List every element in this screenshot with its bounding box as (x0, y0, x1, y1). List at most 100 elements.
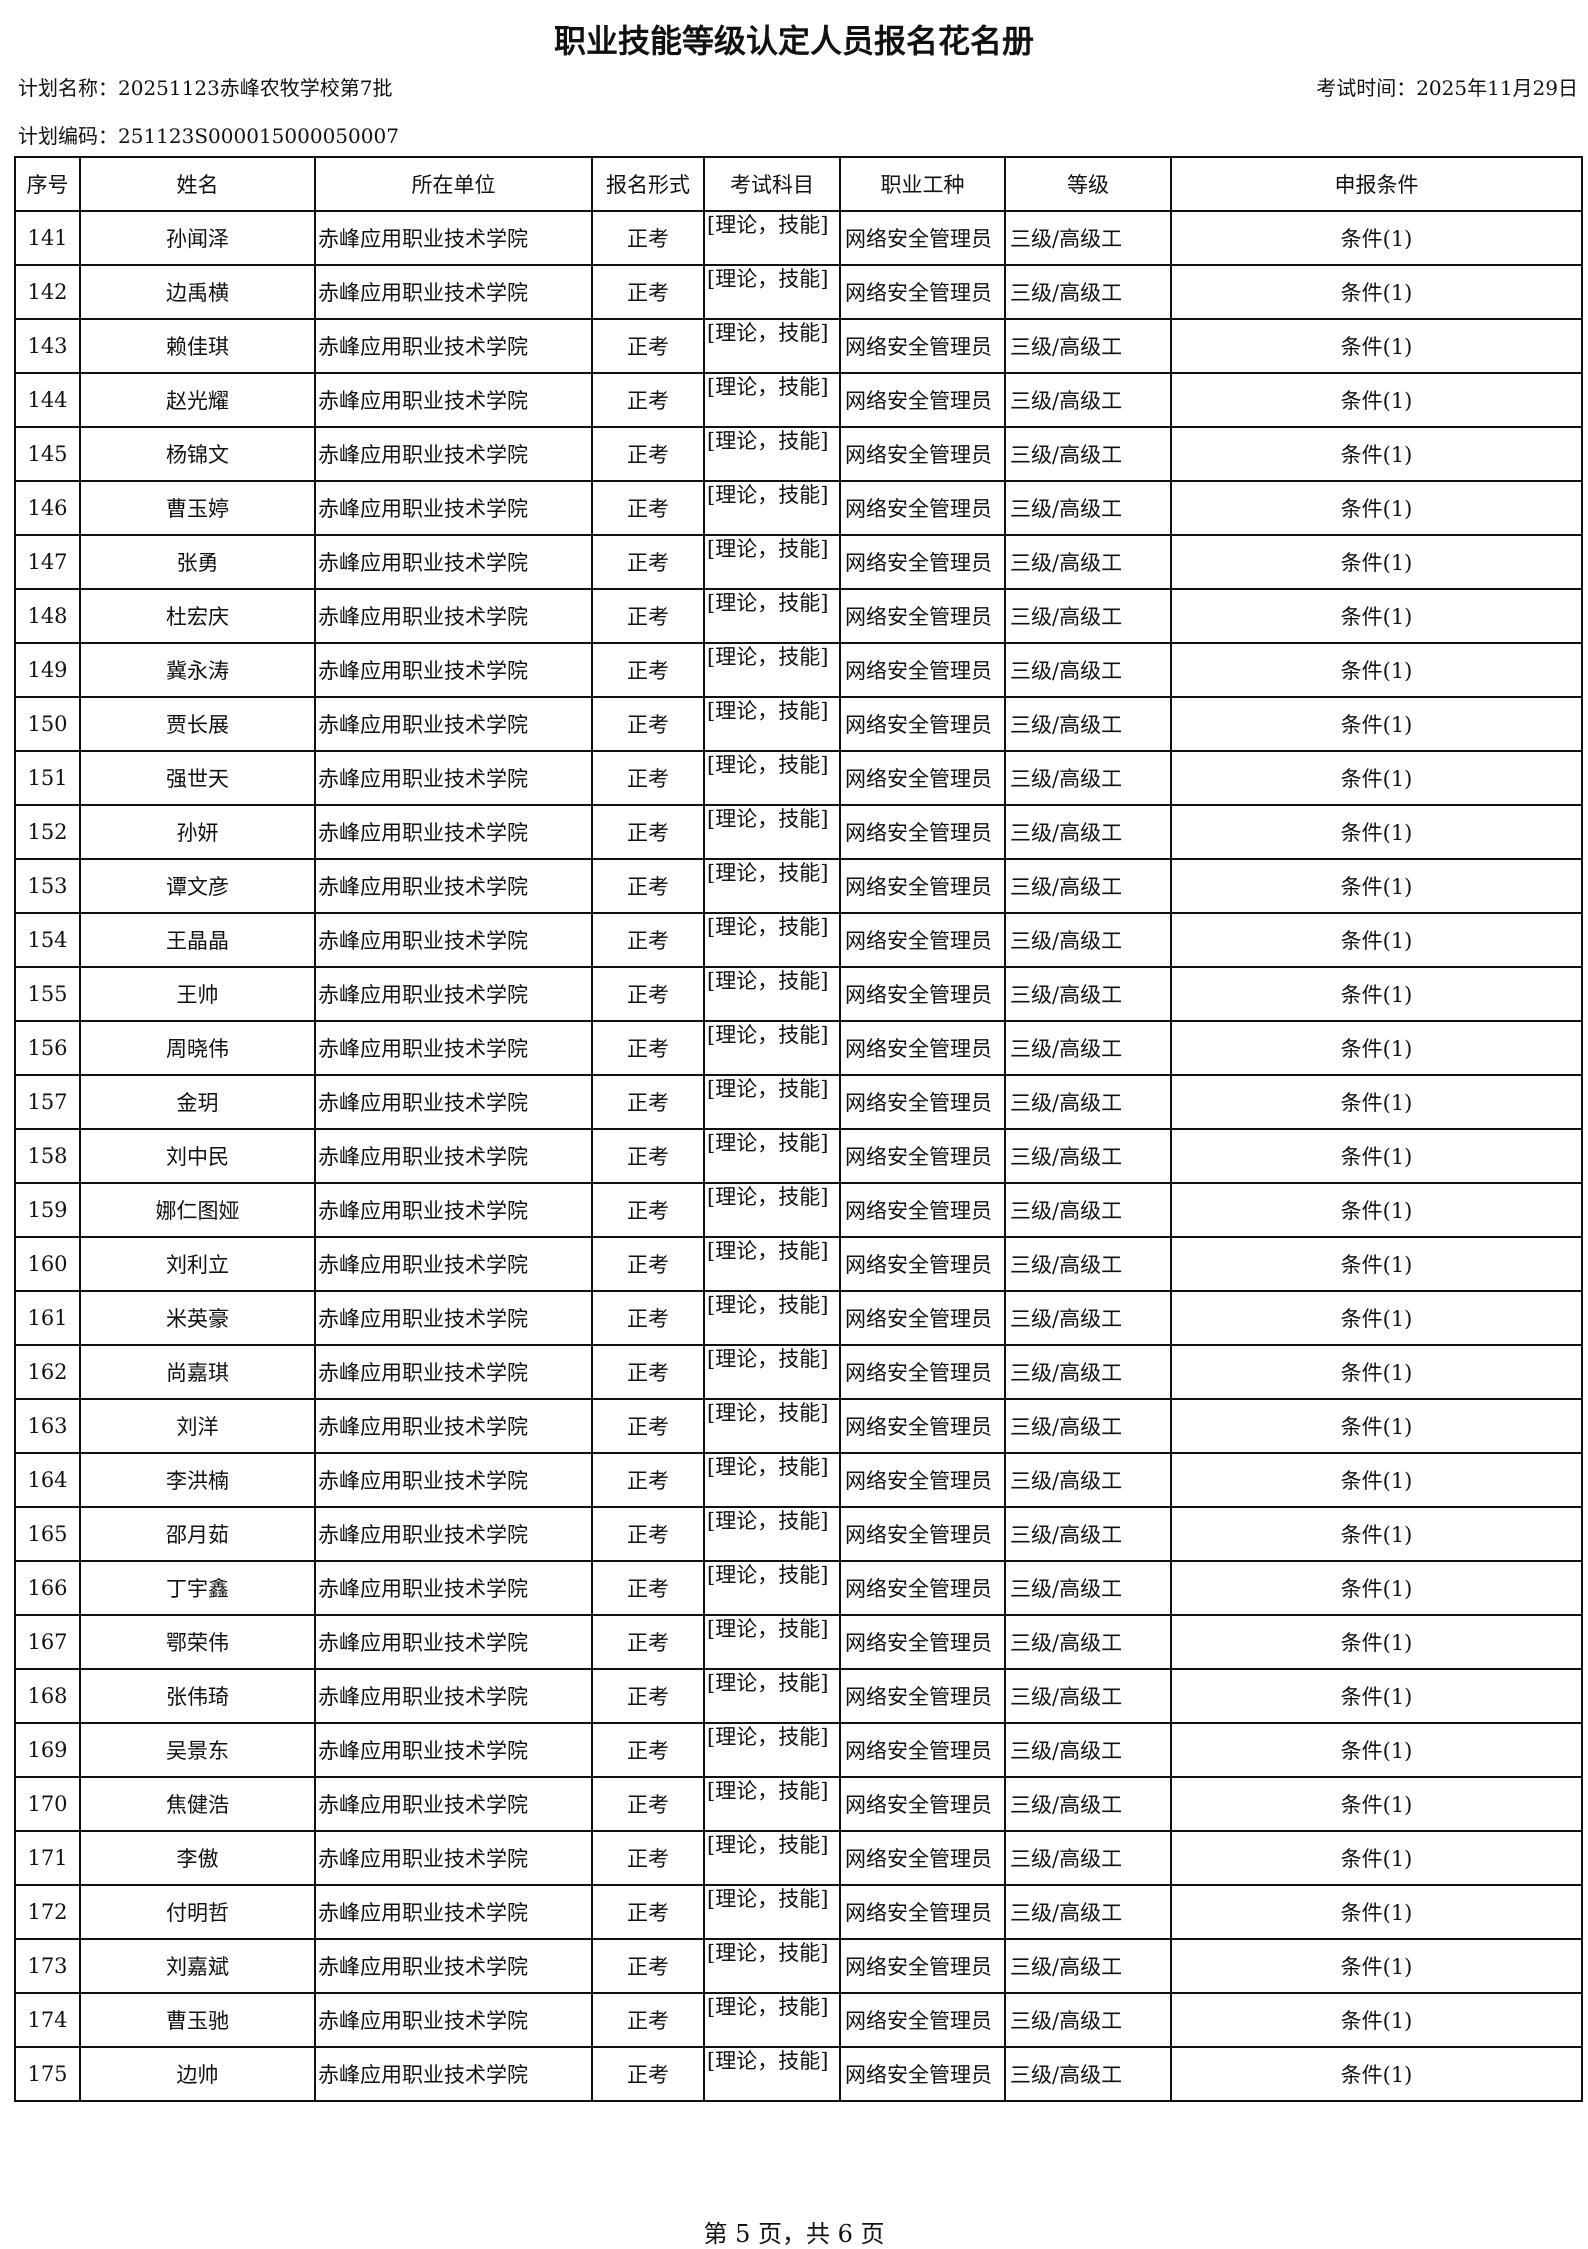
table-cell: 条件(1) (1170, 1722, 1583, 1778)
table-cell: 赤峰应用职业技术学院 (314, 210, 593, 266)
table-cell: 条件(1) (1170, 1074, 1583, 1130)
table-cell: 赤峰应用职业技术学院 (314, 1776, 593, 1832)
table-cell: 网络安全管理员 (839, 1884, 1006, 1940)
table-cell: 正考 (591, 750, 705, 806)
table-cell: 正考 (591, 858, 705, 914)
cell-text: [理论，技能] (707, 969, 829, 993)
table-row: 166 丁宇鑫 赤峰应用职业技术学院 正考 [理论，技能] 网络安全管理员 三级/高级工 条件… (14, 1560, 1583, 1616)
table-cell: 正考 (591, 1398, 705, 1454)
table-cell: 167 (14, 1614, 81, 1670)
table-cell: 赤峰应用职业技术学院 (314, 750, 593, 806)
table-cell: 154 (14, 912, 81, 968)
table-cell: 171 (14, 1830, 81, 1886)
table-cell: 条件(1) (1170, 1992, 1583, 2048)
cell-text: [理论，技能] (707, 1347, 829, 1371)
table-cell: 网络安全管理员 (839, 588, 1006, 644)
table-cell: 贾长展 (79, 696, 316, 752)
table-cell: 赤峰应用职业技术学院 (314, 1884, 593, 1940)
table-cell: 赤峰应用职业技术学院 (314, 1182, 593, 1238)
table-cell: 正考 (591, 480, 705, 536)
table-cell: 赤峰应用职业技术学院 (314, 1020, 593, 1076)
cell-text: [理论，技能] (707, 1239, 829, 1263)
table-cell: 赤峰应用职业技术学院 (314, 858, 593, 914)
table-cell: 赤峰应用职业技术学院 (314, 912, 593, 968)
header-row: 序号 姓名 所在单位 报名形式 考试科目 职业工种 等级 申报条件 (14, 156, 1583, 212)
table-cell: [理论，技能] (703, 1992, 841, 2048)
table-cell: 151 (14, 750, 81, 806)
table-cell: 正考 (591, 1776, 705, 1832)
cell-text: [理论，技能] (707, 1563, 829, 1587)
table-cell: 强世天 (79, 750, 316, 806)
table-cell: 143 (14, 318, 81, 374)
table-cell: [理论，技能] (703, 1938, 841, 1994)
table-cell: 条件(1) (1170, 1830, 1583, 1886)
cell-text: [理论，技能] (707, 1077, 829, 1101)
table-cell: 张伟琦 (79, 1668, 316, 1724)
table-cell: 李傲 (79, 1830, 316, 1886)
table-cell: 173 (14, 1938, 81, 1994)
table-row: 153 谭文彦 赤峰应用职业技术学院 正考 [理论，技能] 网络安全管理员 三级/高级工 条件… (14, 858, 1583, 914)
table-cell: 网络安全管理员 (839, 1992, 1006, 2048)
table-cell: 三级/高级工 (1004, 2046, 1172, 2102)
table-cell: [理论，技能] (703, 1398, 841, 1454)
table-cell: 娜仁图娅 (79, 1182, 316, 1238)
table-row: 151 强世天 赤峰应用职业技术学院 正考 [理论，技能] 网络安全管理员 三级/高级工 条件… (14, 750, 1583, 806)
table-cell: 166 (14, 1560, 81, 1616)
cell-text: [理论，技能] (707, 753, 829, 777)
table-row: 152 孙妍 赤峰应用职业技术学院 正考 [理论，技能] 网络安全管理员 三级/高级工 条件(… (14, 804, 1583, 860)
table-cell: 正考 (591, 588, 705, 644)
table-cell: [理论，技能] (703, 1074, 841, 1130)
table-cell: 网络安全管理员 (839, 804, 1006, 860)
table-cell: [理论，技能] (703, 480, 841, 536)
table-row: 142 边禹横 赤峰应用职业技术学院 正考 [理论，技能] 网络安全管理员 三级/高级工 条件… (14, 264, 1583, 320)
table-cell: 刘中民 (79, 1128, 316, 1184)
cell-text: [理论，技能] (707, 1023, 829, 1047)
table-cell: 赤峰应用职业技术学院 (314, 1398, 593, 1454)
table-row: 160 刘利立 赤峰应用职业技术学院 正考 [理论，技能] 网络安全管理员 三级/高级工 条件… (14, 1236, 1583, 1292)
table-cell: [理论，技能] (703, 372, 841, 428)
table-cell: 164 (14, 1452, 81, 1508)
table-cell: 网络安全管理员 (839, 966, 1006, 1022)
table-cell: 三级/高级工 (1004, 1830, 1172, 1886)
table-row: 143 赖佳琪 赤峰应用职业技术学院 正考 [理论，技能] 网络安全管理员 三级/高级工 条件… (14, 318, 1583, 374)
table-cell: 网络安全管理员 (839, 1128, 1006, 1184)
table-cell: 孙妍 (79, 804, 316, 860)
table-cell: 条件(1) (1170, 1560, 1583, 1616)
table-cell: 三级/高级工 (1004, 1560, 1172, 1616)
table-cell: 正考 (591, 642, 705, 698)
table-cell: 三级/高级工 (1004, 1236, 1172, 1292)
table-cell: 网络安全管理员 (839, 534, 1006, 590)
table-cell: 三级/高级工 (1004, 372, 1172, 428)
cell-text: [理论，技能] (707, 1995, 829, 2019)
table-cell: 网络安全管理员 (839, 1290, 1006, 1346)
table-cell: 146 (14, 480, 81, 536)
table-cell: [理论，技能] (703, 1182, 841, 1238)
cell-text: [理论，技能] (707, 591, 829, 615)
cell-text: [理论，技能] (707, 1401, 829, 1425)
table-cell: 条件(1) (1170, 210, 1583, 266)
table-cell: 三级/高级工 (1004, 804, 1172, 860)
table-cell: 王帅 (79, 966, 316, 1022)
table-cell: 曹玉驰 (79, 1992, 316, 2048)
table-cell: 赤峰应用职业技术学院 (314, 534, 593, 590)
table-cell: 169 (14, 1722, 81, 1778)
column-header: 报名形式 (591, 156, 705, 212)
table-cell: 条件(1) (1170, 264, 1583, 320)
table-cell: [理论，技能] (703, 1344, 841, 1400)
table-row: 163 刘洋 赤峰应用职业技术学院 正考 [理论，技能] 网络安全管理员 三级/高级工 条件(… (14, 1398, 1583, 1454)
table-cell: 杨锦文 (79, 426, 316, 482)
table-cell: 网络安全管理员 (839, 264, 1006, 320)
table-cell: 网络安全管理员 (839, 1236, 1006, 1292)
table-cell: 网络安全管理员 (839, 1830, 1006, 1886)
table-cell: 155 (14, 966, 81, 1022)
table-cell: 正考 (591, 264, 705, 320)
table-cell: 赤峰应用职业技术学院 (314, 1722, 593, 1778)
table-cell: [理论，技能] (703, 1506, 841, 1562)
table-cell: 三级/高级工 (1004, 1074, 1172, 1130)
table-row: 165 邵月茹 赤峰应用职业技术学院 正考 [理论，技能] 网络安全管理员 三级/高级工 条件… (14, 1506, 1583, 1562)
table-cell: 161 (14, 1290, 81, 1346)
table-cell: 三级/高级工 (1004, 426, 1172, 482)
table-cell: 刘嘉斌 (79, 1938, 316, 1994)
cell-text: [理论，技能] (707, 699, 829, 723)
table-cell: 三级/高级工 (1004, 1128, 1172, 1184)
